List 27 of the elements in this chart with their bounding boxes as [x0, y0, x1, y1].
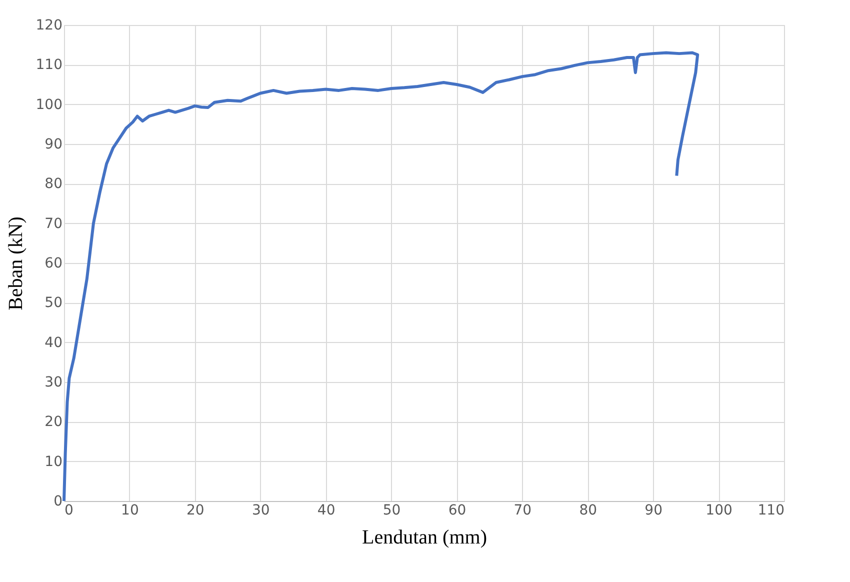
- x-tick-label: 70: [514, 502, 532, 518]
- y-tick-label: 40: [44, 334, 62, 351]
- x-tick-label: 10: [121, 502, 139, 518]
- y-tick-label: 20: [44, 414, 62, 430]
- x-tick-label: 0: [64, 502, 74, 518]
- x-tick-label: 20: [186, 502, 204, 518]
- x-tick-label: 40: [317, 502, 336, 518]
- x-tick-label: 110: [758, 502, 784, 518]
- y-tick-label: 120: [36, 18, 62, 34]
- y-tick-label: 30: [44, 374, 62, 390]
- x-tick-label: 30: [252, 502, 270, 518]
- x-tick-label: 100: [706, 502, 732, 518]
- y-tick-label: 80: [44, 176, 62, 192]
- y-tick-label: 50: [44, 295, 62, 312]
- y-tick-label: 10: [44, 454, 62, 470]
- y-tick-label: 100: [36, 96, 62, 113]
- x-tick-label: 60: [448, 502, 466, 518]
- y-tick-label: 60: [44, 256, 62, 272]
- y-tick-label: 110: [36, 57, 62, 74]
- x-tick-label: 80: [579, 502, 598, 518]
- y-tick-label: 70: [44, 216, 62, 232]
- y-axis-title: Beban (kN): [4, 216, 27, 310]
- y-tick-label: 90: [44, 136, 62, 152]
- x-tick-label: 50: [382, 502, 401, 518]
- line-series: [62, 51, 700, 502]
- x-tick-label: 90: [644, 502, 663, 518]
- x-axis-title: Lendutan (mm): [362, 526, 487, 548]
